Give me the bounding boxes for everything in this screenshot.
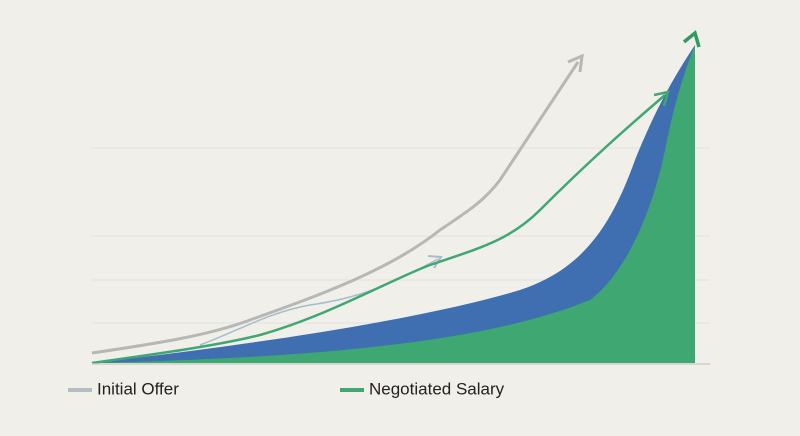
initial-offer-line bbox=[91, 61, 580, 355]
arrow-head bbox=[567, 53, 584, 73]
negotiated-line bbox=[91, 94, 666, 365]
legend-label: Initial Offer bbox=[97, 379, 179, 398]
arrow-head bbox=[682, 29, 701, 48]
legend-swatch bbox=[68, 388, 92, 392]
blue-area bbox=[92, 45, 695, 363]
arrow-head bbox=[653, 90, 670, 107]
legend-label: Negotiated Salary bbox=[369, 379, 505, 398]
green-area bbox=[92, 45, 695, 363]
legend-swatch bbox=[340, 388, 364, 392]
arrow-head bbox=[427, 255, 443, 269]
